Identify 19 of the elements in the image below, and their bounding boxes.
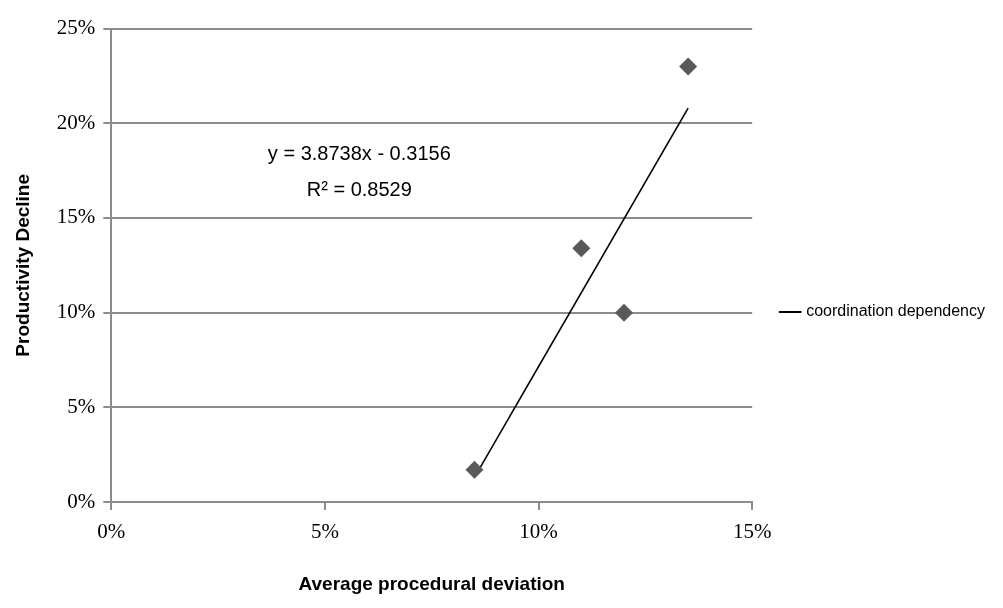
point [465, 460, 484, 479]
annotation: y = 3.8738x - 0.3156 [267, 142, 451, 165]
point [615, 303, 634, 322]
x-tick-label: 15% [732, 519, 772, 544]
x-tick-label: 5% [310, 519, 339, 544]
y-tick-label: 25% [56, 15, 96, 40]
x-tick-label: 10% [519, 519, 558, 544]
x-tick-label: 0% [97, 519, 126, 544]
point [679, 57, 698, 76]
annotation: R² = 0.8529 [306, 178, 412, 201]
y-tick-label: 0% [67, 488, 96, 513]
y-tick-label: 20% [56, 109, 96, 134]
y-tick-label: 5% [67, 393, 96, 418]
y-tick-label: 15% [56, 204, 96, 229]
x-axis-title: Average procedural deviation [298, 572, 565, 594]
y-tick-label: 10% [56, 299, 96, 324]
legend-label: coordination dependency [806, 302, 986, 320]
point [572, 239, 591, 258]
y-axis-title: Productivity Decline [11, 173, 33, 357]
